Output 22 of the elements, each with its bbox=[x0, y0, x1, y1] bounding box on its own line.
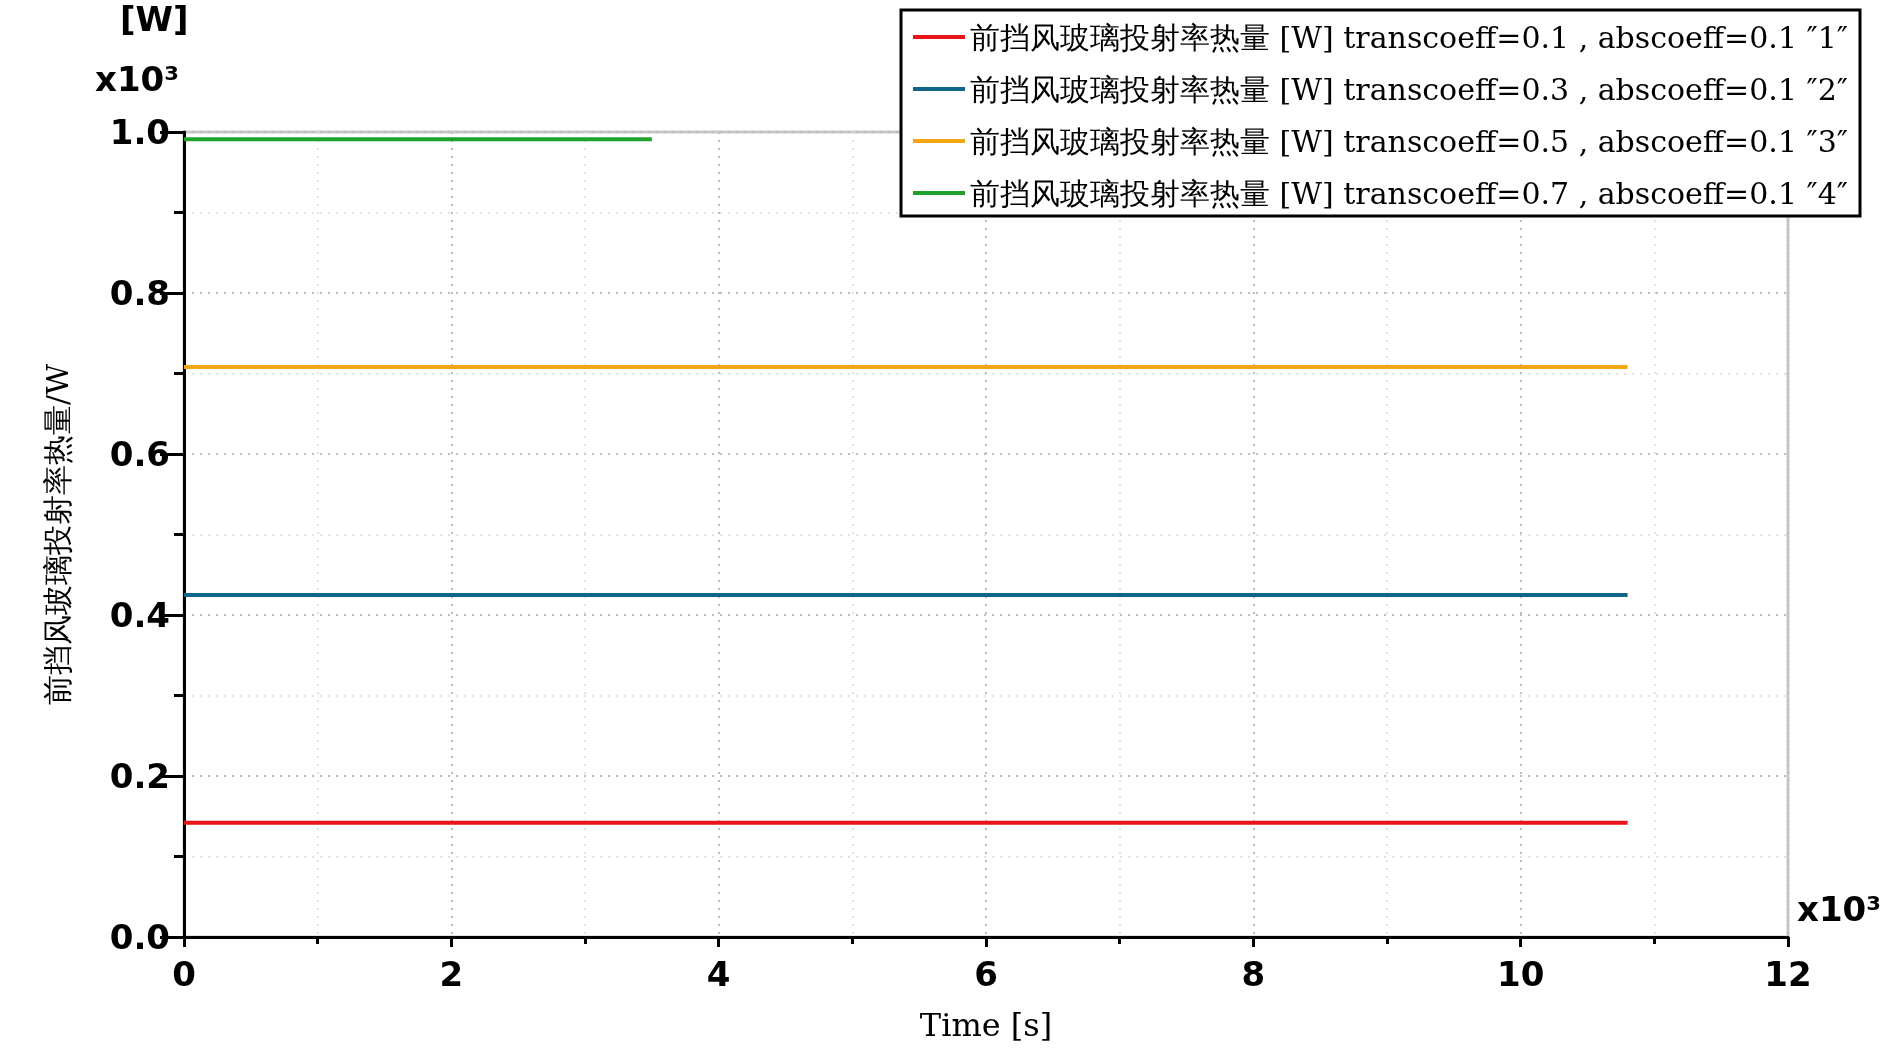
x-tick-label: 12 bbox=[1764, 954, 1812, 994]
text: x10³ bbox=[1797, 889, 1882, 929]
y-tick-label: 0.6 bbox=[109, 434, 170, 474]
text: x10³ bbox=[95, 59, 180, 99]
legend-label: 前挡风玻璃投射率热量 [W] transcoeff=0.1 , abscoeff=0.1 ″1″ bbox=[970, 19, 1848, 55]
x-tick-label: 8 bbox=[1241, 954, 1266, 994]
y-axis-title: 前挡风玻璃投射率热量/W bbox=[39, 363, 75, 705]
legend-label: 前挡风玻璃投射率热量 [W] transcoeff=0.5 , abscoeff=0.1 ″3″ bbox=[970, 123, 1848, 159]
y-tick-label: 0.2 bbox=[109, 756, 170, 796]
legend-label: 前挡风玻璃投射率热量 [W] transcoeff=0.3 , abscoeff=0.1 ″2″ bbox=[970, 71, 1848, 107]
x-axis-title: Time [s] bbox=[919, 1006, 1053, 1044]
y-tick-label: 1.0 bbox=[109, 112, 170, 152]
y-tick-label: 0.0 bbox=[109, 917, 170, 957]
text: [W] bbox=[120, 0, 189, 39]
x-tick-label: 6 bbox=[974, 954, 998, 994]
x-tick-label: 10 bbox=[1497, 954, 1545, 994]
legend-label: 前挡风玻璃投射率热量 [W] transcoeff=0.7 , abscoeff=0.1 ″4″ bbox=[970, 175, 1848, 211]
y-tick-label: 0.4 bbox=[109, 595, 170, 635]
y-tick-label: 0.8 bbox=[109, 273, 170, 313]
x-tick-label: 0 bbox=[172, 954, 196, 994]
x-tick-label: 2 bbox=[439, 954, 464, 994]
x-tick-label: 4 bbox=[706, 954, 731, 994]
